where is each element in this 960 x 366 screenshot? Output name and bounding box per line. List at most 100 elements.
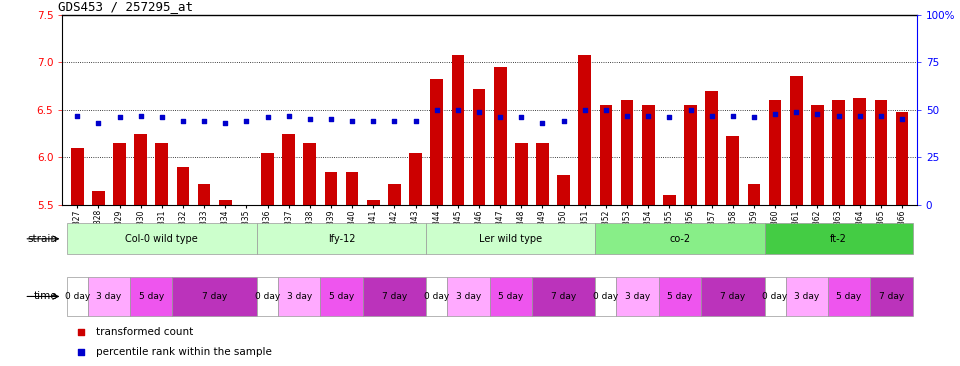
Bar xyxy=(257,223,426,254)
Text: 0 day: 0 day xyxy=(424,292,449,301)
Bar xyxy=(177,167,189,205)
Text: Ler wild type: Ler wild type xyxy=(479,234,542,244)
Point xyxy=(324,116,339,122)
Bar xyxy=(764,223,913,254)
Bar xyxy=(198,184,210,205)
Text: 5 day: 5 day xyxy=(667,292,692,301)
Text: 0 day: 0 day xyxy=(64,292,90,301)
Point xyxy=(830,113,846,119)
Bar xyxy=(515,143,528,205)
Bar xyxy=(595,223,764,254)
Bar xyxy=(642,105,655,205)
Text: 7 day: 7 day xyxy=(878,292,904,301)
Text: lfy-12: lfy-12 xyxy=(327,234,355,244)
Bar xyxy=(130,277,173,316)
Bar xyxy=(748,184,760,205)
Point xyxy=(218,120,233,126)
Text: Col-0 wild type: Col-0 wild type xyxy=(126,234,198,244)
Bar xyxy=(790,76,803,205)
Bar xyxy=(600,105,612,205)
Point xyxy=(640,113,656,119)
Bar xyxy=(875,100,887,205)
Point xyxy=(788,109,804,115)
Text: GDS453 / 257295_at: GDS453 / 257295_at xyxy=(58,0,193,13)
Point xyxy=(874,113,889,119)
Bar xyxy=(321,277,363,316)
Point xyxy=(852,113,868,119)
Bar xyxy=(363,277,426,316)
Bar xyxy=(430,79,444,205)
Point xyxy=(598,107,613,113)
Bar xyxy=(261,153,274,205)
Point xyxy=(281,113,297,119)
Bar xyxy=(113,143,126,205)
Bar xyxy=(557,175,570,205)
Bar xyxy=(92,191,105,205)
Text: time: time xyxy=(34,291,58,302)
Bar xyxy=(727,137,739,205)
Point xyxy=(387,118,402,124)
Point xyxy=(767,111,782,116)
Text: co-2: co-2 xyxy=(669,234,690,244)
Text: 7 day: 7 day xyxy=(551,292,576,301)
Text: 3 day: 3 day xyxy=(287,292,312,301)
Bar xyxy=(87,277,130,316)
Point xyxy=(111,115,127,120)
Point xyxy=(661,115,677,120)
Point xyxy=(73,329,88,335)
Point xyxy=(746,115,761,120)
Bar xyxy=(785,277,828,316)
Point xyxy=(408,118,423,124)
Point xyxy=(471,109,487,115)
Point xyxy=(895,116,910,122)
Point xyxy=(556,118,571,124)
Text: 3 day: 3 day xyxy=(625,292,650,301)
Bar xyxy=(532,277,595,316)
Bar xyxy=(764,277,785,316)
Bar xyxy=(66,223,257,254)
Bar xyxy=(659,277,701,316)
Bar xyxy=(324,172,337,205)
Point xyxy=(535,120,550,126)
Bar xyxy=(828,277,871,316)
Bar xyxy=(426,277,447,316)
Point xyxy=(619,113,635,119)
Bar xyxy=(621,100,634,205)
Bar xyxy=(66,277,87,316)
Bar xyxy=(409,153,422,205)
Point xyxy=(492,115,508,120)
Text: 3 day: 3 day xyxy=(456,292,481,301)
Bar xyxy=(426,223,595,254)
Point xyxy=(366,118,381,124)
Bar xyxy=(701,277,764,316)
Bar xyxy=(219,200,231,205)
Point xyxy=(239,118,254,124)
Bar xyxy=(871,277,913,316)
Point xyxy=(197,118,212,124)
Text: 5 day: 5 day xyxy=(836,292,862,301)
Point xyxy=(133,113,149,119)
Point xyxy=(260,115,276,120)
Point xyxy=(345,118,360,124)
Point xyxy=(90,120,106,126)
Bar xyxy=(493,67,507,205)
Bar xyxy=(472,89,486,205)
Text: strain: strain xyxy=(28,234,58,244)
Point xyxy=(176,118,191,124)
Bar xyxy=(579,55,591,205)
Bar xyxy=(257,277,278,316)
Bar xyxy=(447,277,490,316)
Bar xyxy=(156,143,168,205)
Bar xyxy=(367,200,379,205)
Text: ft-2: ft-2 xyxy=(830,234,847,244)
Bar xyxy=(896,112,908,205)
Text: 0 day: 0 day xyxy=(593,292,618,301)
Point xyxy=(73,349,88,355)
Text: transformed count: transformed count xyxy=(96,327,193,337)
Point xyxy=(704,113,719,119)
Text: 5 day: 5 day xyxy=(329,292,354,301)
Text: 3 day: 3 day xyxy=(96,292,122,301)
Bar xyxy=(451,55,465,205)
Point xyxy=(69,113,84,119)
Bar xyxy=(616,277,659,316)
